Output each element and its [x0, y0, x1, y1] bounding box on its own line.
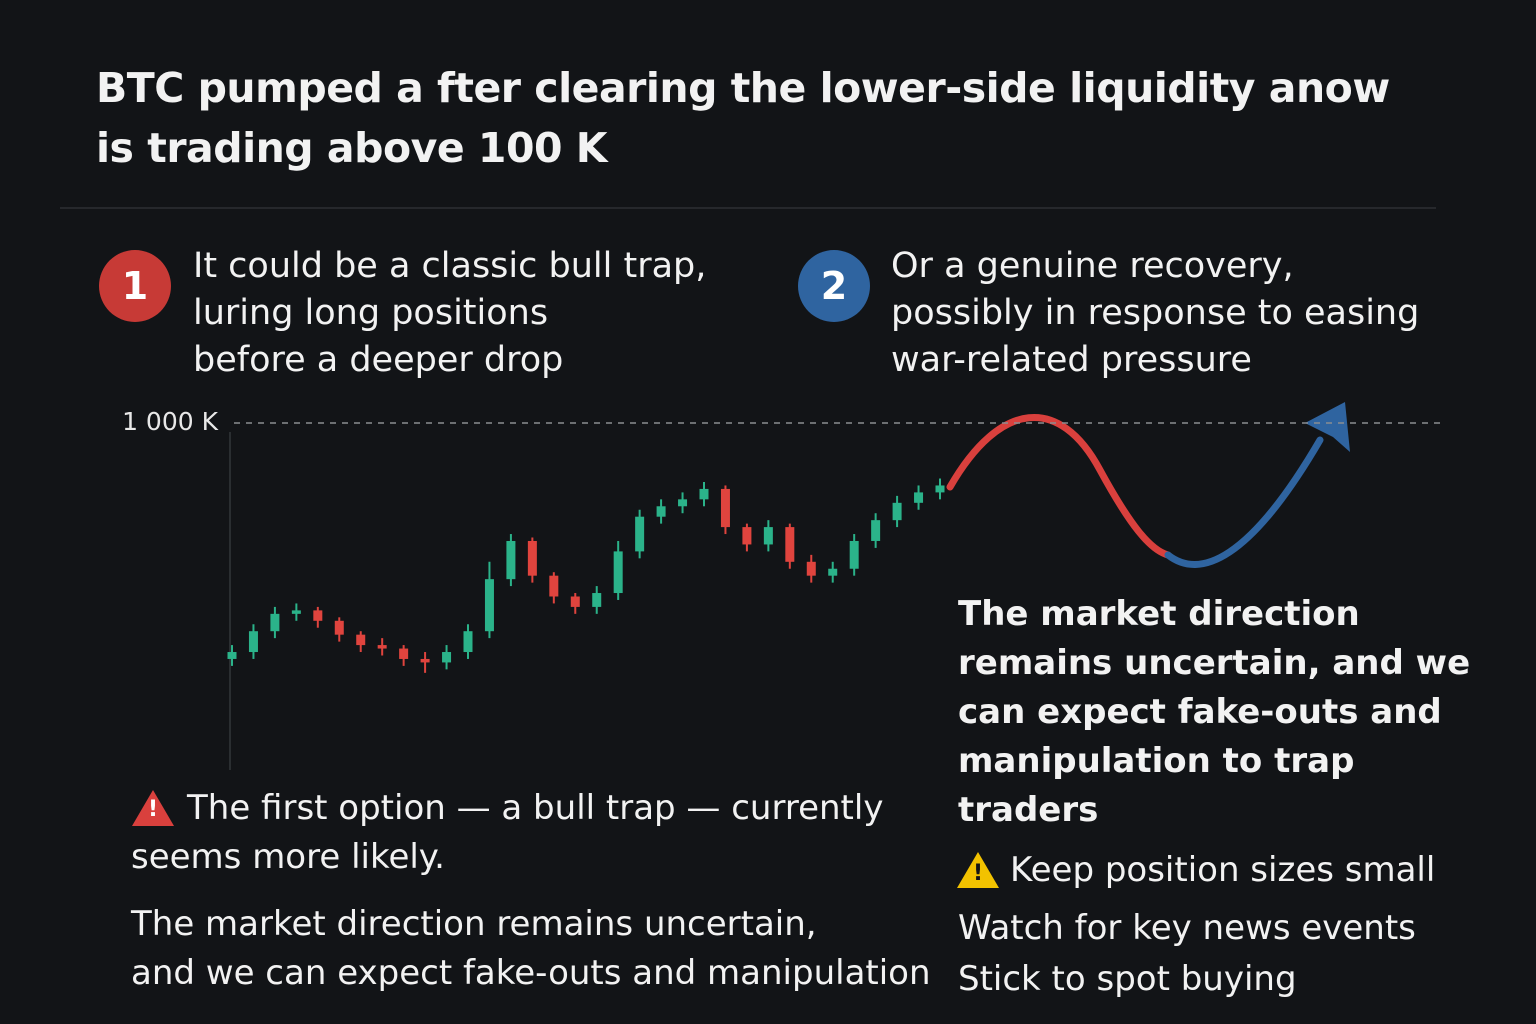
- candle-body: [678, 499, 688, 507]
- candle-body: [871, 520, 881, 541]
- option-badge: 2: [798, 250, 870, 322]
- tip: Watch for key news events: [958, 908, 1416, 948]
- option-text: It could be a classic bull trap,: [193, 246, 707, 286]
- candle-body: [935, 485, 945, 493]
- candle-body: [484, 579, 494, 632]
- candle-body: [313, 610, 323, 621]
- candle-body: [399, 648, 409, 659]
- warning-icon: [957, 852, 999, 888]
- note-text: and we can expect fake-outs and manipula…: [131, 953, 931, 993]
- candle-body: [849, 540, 859, 569]
- option-text: before a deeper drop: [193, 340, 564, 380]
- note-text: The market direction: [958, 594, 1360, 634]
- candle-body: [785, 527, 795, 562]
- candle-body: [828, 568, 838, 576]
- candle-body: [227, 652, 237, 659]
- option-badge: 1: [99, 250, 171, 322]
- candle-body: [377, 645, 387, 649]
- recovery-curve: [1164, 436, 1324, 568]
- option-text: war-related pressure: [891, 340, 1252, 380]
- candle-body: [656, 506, 666, 517]
- tip: Stick to spot buying: [958, 959, 1297, 999]
- candle-body: [506, 540, 516, 580]
- candle-body: [763, 527, 773, 545]
- candle-body: [527, 540, 537, 576]
- note-text: manipulation to trap: [958, 741, 1355, 781]
- candle-body: [742, 527, 752, 545]
- warning-icon: [132, 790, 174, 826]
- candle-body: [720, 488, 730, 528]
- option-text: Or a genuine recovery,: [891, 246, 1294, 286]
- candle-body: [592, 593, 602, 607]
- candle-body: [806, 561, 816, 576]
- candle-body: [613, 551, 623, 594]
- warning-text: The first option — a bull trap — current…: [187, 788, 884, 828]
- note-text: The market direction remains uncertain,: [131, 904, 817, 944]
- candle-body: [420, 658, 430, 663]
- option-text: possibly in response to easing: [891, 293, 1420, 333]
- note-text: remains uncertain, and we: [958, 643, 1471, 683]
- candle-body: [356, 634, 366, 646]
- title: BTC pumped a fter clearing the lower-sid…: [96, 64, 1390, 112]
- candle-body: [442, 652, 452, 663]
- candle-body: [914, 492, 924, 503]
- candle-body: [463, 631, 473, 653]
- trap-curve: [946, 414, 1172, 559]
- candle-body: [248, 631, 258, 653]
- candle-body: [334, 620, 344, 635]
- candle-body: [570, 596, 580, 607]
- option-text: luring long positions: [193, 293, 549, 333]
- note-text: can expect fake-outs and: [958, 692, 1442, 732]
- candle-body: [291, 610, 301, 614]
- y-tick-label: 1 000 K: [122, 407, 219, 436]
- tip: Keep position sizes small: [1010, 850, 1436, 890]
- candle-body: [699, 488, 709, 500]
- note-text: traders: [958, 790, 1099, 830]
- warning-text: seems more likely.: [131, 837, 445, 877]
- icon-glyph: !: [148, 797, 158, 822]
- title: is trading above 100 K: [96, 124, 608, 172]
- icon-glyph: !: [973, 861, 983, 886]
- candle-body: [270, 613, 280, 632]
- candle-body: [549, 575, 559, 597]
- candle-body: [892, 502, 902, 521]
- arrow-head: [1305, 402, 1350, 452]
- candle-body: [635, 516, 645, 552]
